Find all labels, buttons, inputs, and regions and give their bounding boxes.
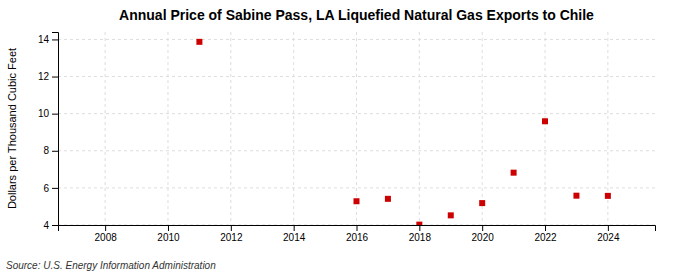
title: Annual Price of Sabine Pass, LA Liquefie… xyxy=(119,7,594,23)
tick-mark xyxy=(168,225,169,231)
tick-label: 4 xyxy=(43,220,49,231)
chart: 2008 2010 2012 2014 2016 2018 2020 2022 2024 4 6 8 1… xyxy=(0,0,675,275)
point xyxy=(448,212,454,218)
tick-label: 6 xyxy=(43,183,49,194)
tick-mark xyxy=(52,77,58,78)
tick-mark xyxy=(52,225,58,226)
tick-label: 2012 xyxy=(220,232,243,243)
tick-mark xyxy=(52,114,58,115)
tick: 2018 xyxy=(409,225,432,243)
point xyxy=(573,193,579,199)
tick: 2008 xyxy=(95,225,118,243)
grid-line xyxy=(105,32,106,225)
tick-label: 2014 xyxy=(283,232,306,243)
tick-label: 2024 xyxy=(597,232,620,243)
grid-line xyxy=(167,32,168,225)
tick-mark xyxy=(231,225,232,231)
tick-mark xyxy=(52,151,58,152)
tick-label: 2018 xyxy=(409,232,432,243)
tick-mark xyxy=(105,225,106,231)
point xyxy=(511,170,517,176)
tick: 2010 xyxy=(157,225,180,243)
tick-label: 8 xyxy=(43,145,49,156)
tick: 10 xyxy=(38,108,58,119)
grid-line xyxy=(58,113,655,114)
tick: 2012 xyxy=(220,225,243,243)
tick-label: 14 xyxy=(38,34,50,45)
tick-label: 2010 xyxy=(157,232,180,243)
axis-line xyxy=(52,33,59,226)
tick: 6 xyxy=(43,183,58,194)
point xyxy=(416,222,422,225)
tick: 14 xyxy=(38,34,58,45)
tick-label: 2020 xyxy=(472,232,495,243)
point xyxy=(605,193,611,199)
tick-mark xyxy=(608,225,609,231)
tick: 2020 xyxy=(472,225,495,243)
points xyxy=(196,39,610,225)
tick-label: 12 xyxy=(38,71,50,82)
tick-mark xyxy=(419,225,420,231)
tick-mark xyxy=(52,188,58,189)
tick: 12 xyxy=(38,71,58,82)
tick-mark xyxy=(294,225,295,231)
tick: 2024 xyxy=(597,225,620,243)
source: Source: U.S. Energy Information Administ… xyxy=(6,260,216,271)
point xyxy=(196,39,202,45)
tick-label: 2008 xyxy=(95,232,118,243)
tick: 2022 xyxy=(534,225,557,243)
plot: 2008 2010 2012 2014 2016 2018 2020 2022 2024 4 6 8 1… xyxy=(38,32,656,243)
tick-label: 10 xyxy=(38,108,50,119)
grid-line xyxy=(230,32,231,225)
y-label: Dollars per Thousand Cubic Feet xyxy=(6,48,18,209)
grid-line xyxy=(356,32,357,225)
grid xyxy=(58,32,655,225)
grid-line xyxy=(58,187,655,188)
tick-mark xyxy=(545,225,546,231)
grid-line xyxy=(58,39,655,40)
grid-line xyxy=(482,32,483,225)
grid-line xyxy=(293,32,294,225)
tick-mark xyxy=(52,39,58,40)
axis-line xyxy=(59,226,656,232)
tick: 4 xyxy=(43,220,58,231)
tick: 2014 xyxy=(283,225,306,243)
tick-mark xyxy=(357,225,358,231)
point xyxy=(542,118,548,124)
x-axis: 2008 2010 2012 2014 2016 2018 2020 2022 2024 xyxy=(59,225,656,243)
grid-line xyxy=(58,150,655,151)
grid-line xyxy=(545,32,546,225)
tick-mark xyxy=(482,225,483,231)
point xyxy=(354,198,360,204)
y-axis: 4 6 8 10 12 14 xyxy=(38,33,59,231)
point xyxy=(385,196,391,202)
tick-label: 2016 xyxy=(346,232,369,243)
grid-line xyxy=(419,32,420,225)
point xyxy=(479,200,485,206)
tick-label: 2022 xyxy=(534,232,557,243)
tick: 2016 xyxy=(346,225,369,243)
grid-line xyxy=(58,76,655,77)
tick: 8 xyxy=(43,145,58,156)
